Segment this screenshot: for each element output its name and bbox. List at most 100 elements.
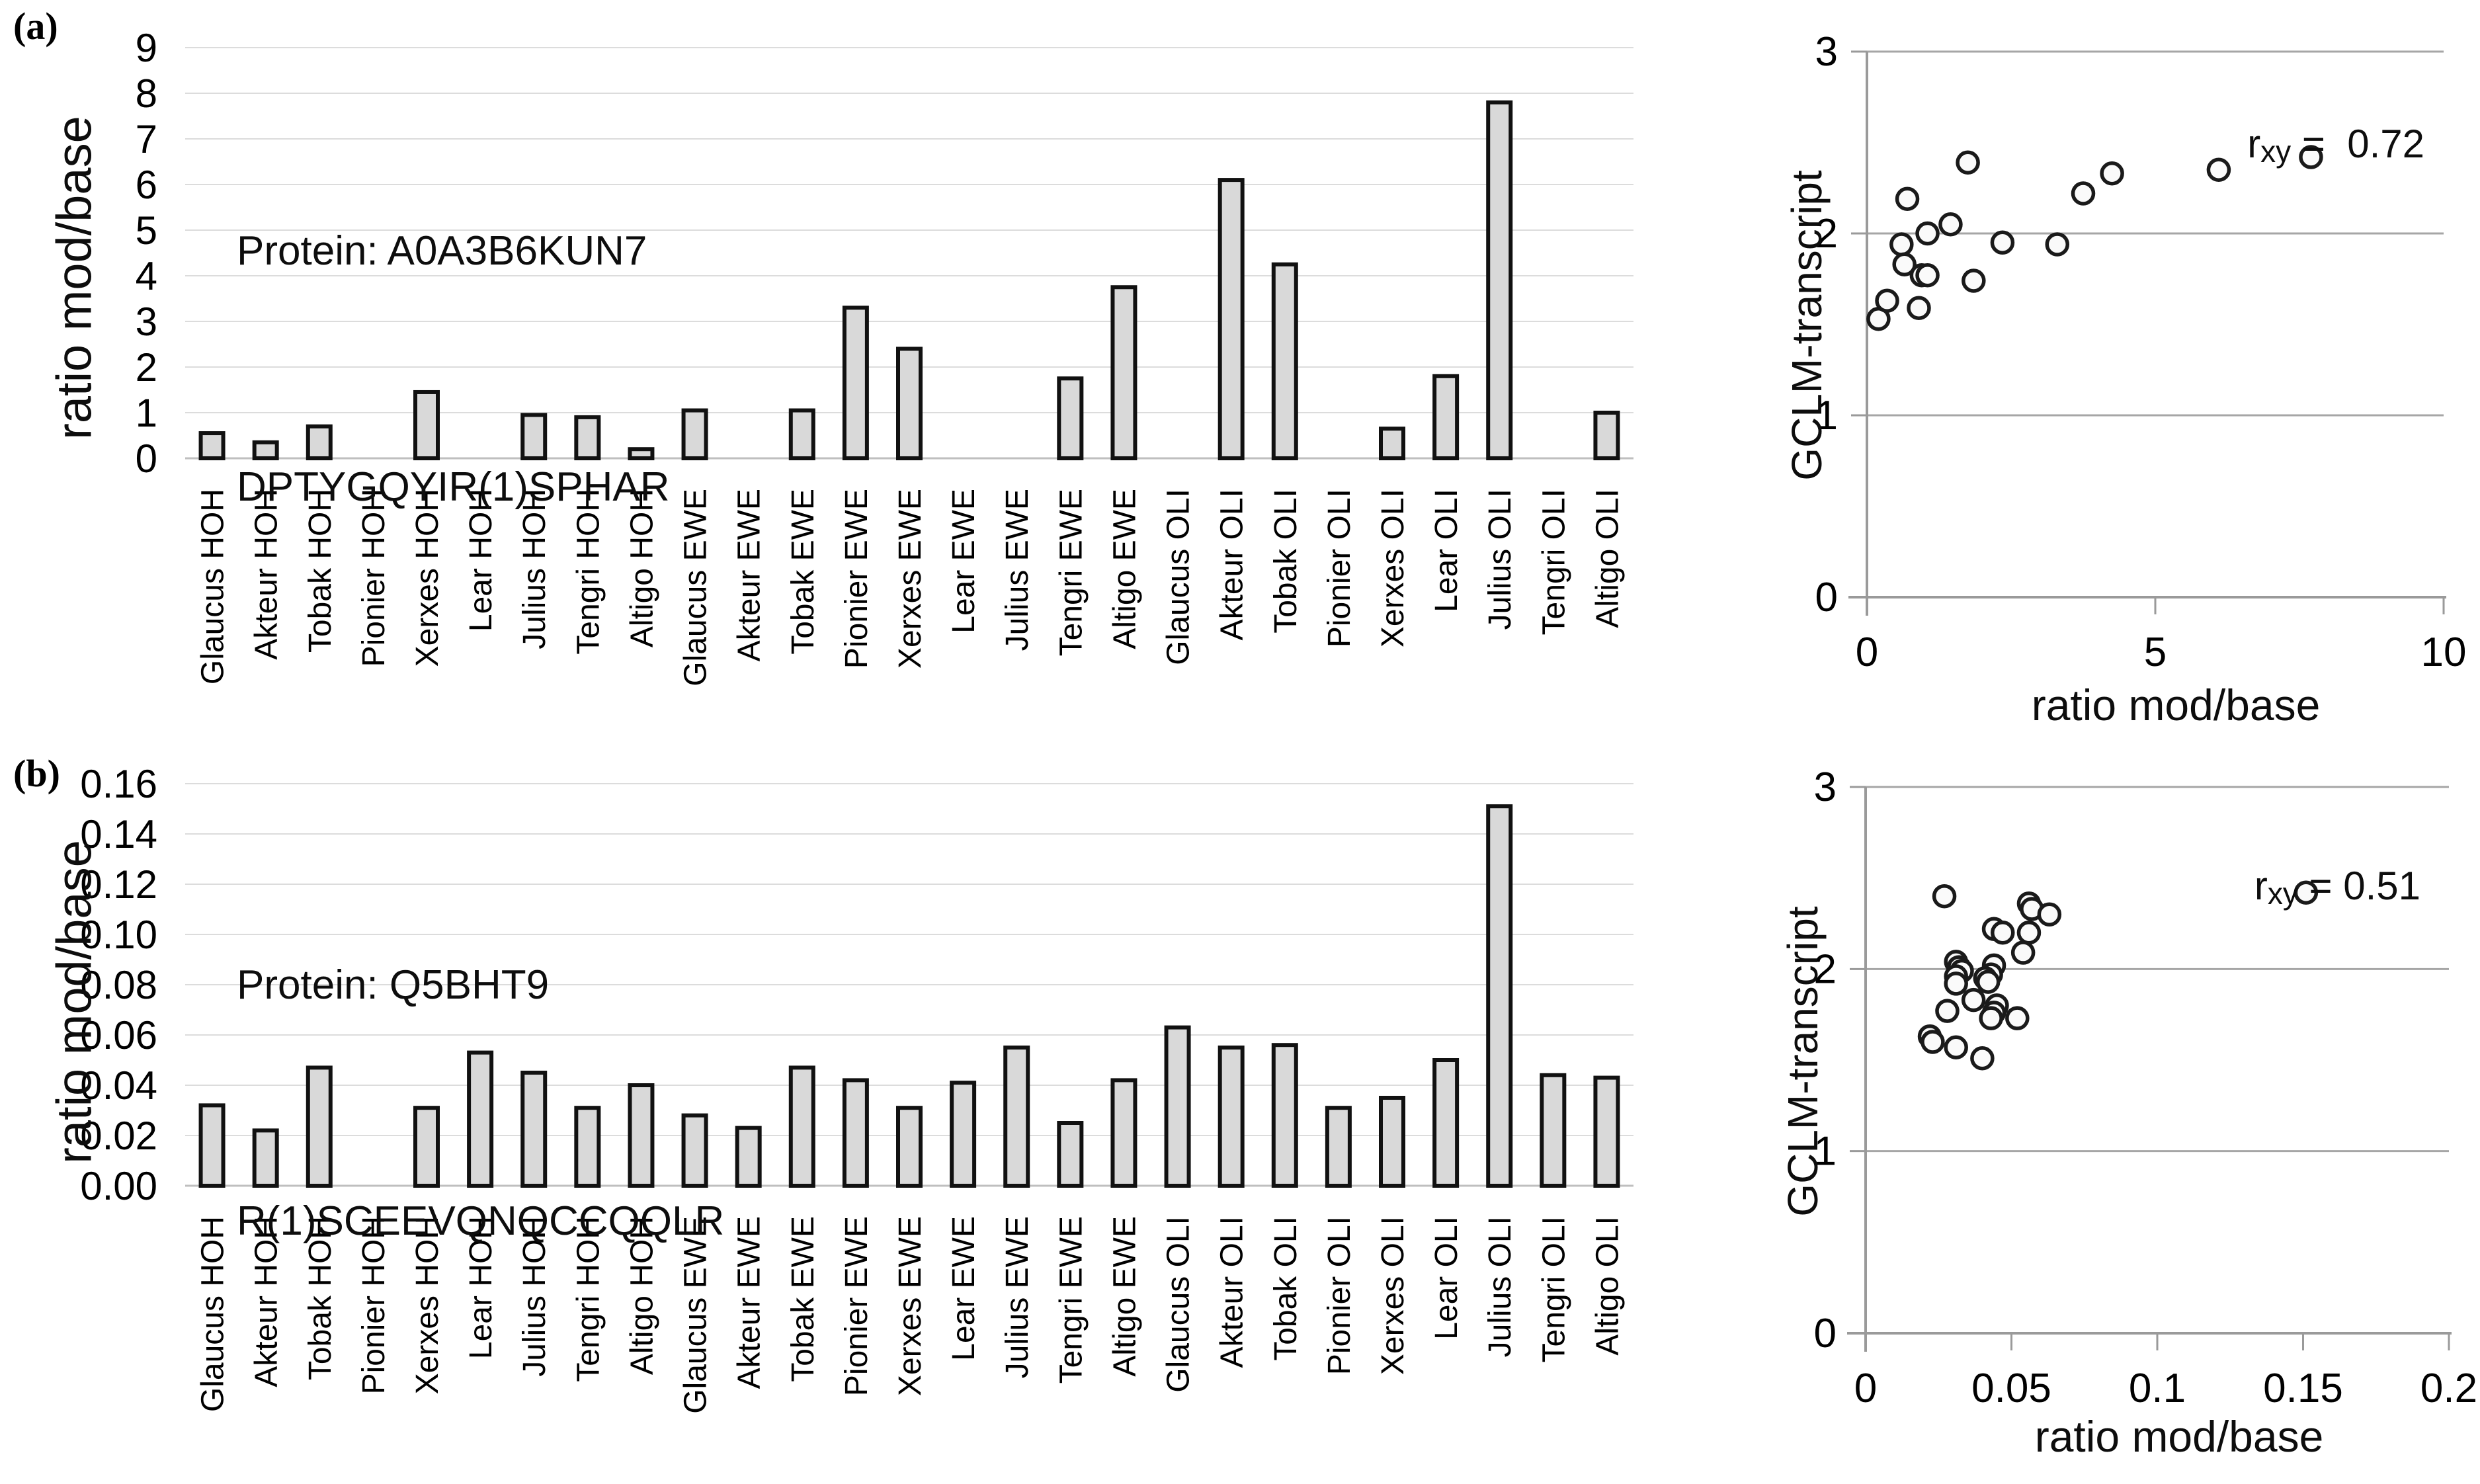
category-label: Julius HOH <box>517 1216 552 1377</box>
protein-annotation-a: Protein: A0A3B6KUN7 DPTYGQYIR(1)SPHAR <box>237 54 670 684</box>
category-label: Pionier OLI <box>1322 489 1357 647</box>
bar <box>681 1113 708 1188</box>
bar <box>1110 285 1137 460</box>
protein-id-b: Protein: Q5BHT9 <box>237 962 550 1008</box>
y-tick-label: 1 <box>136 391 157 435</box>
category-label: Glaucus EWE <box>679 1216 714 1414</box>
peptide-sequence-a: DPTYGQYIR(1)SPHAR <box>237 464 670 510</box>
category-label: Xerxes EWE <box>893 489 928 669</box>
bar <box>413 390 440 461</box>
y-tick-label: 0 <box>1814 1311 1837 1356</box>
scatter-point <box>2299 145 2323 169</box>
category-label: Lear HOH <box>464 1216 499 1359</box>
category-label: Akteur HOH <box>249 1216 284 1387</box>
category-label: Julius EWE <box>1000 489 1035 651</box>
y-tick-label: 6 <box>136 163 157 207</box>
category-label: Tengri OLI <box>1536 489 1571 635</box>
bar <box>681 408 708 460</box>
category-label: Tengri EWE <box>1054 489 1089 656</box>
scatter-point <box>2037 902 2062 927</box>
x-tick-label: 0.1 <box>2129 1366 2186 1411</box>
y-tick-label: 0 <box>136 436 157 481</box>
bar <box>788 408 815 460</box>
bar <box>1593 411 1620 460</box>
bar <box>950 1081 977 1188</box>
scatter-point <box>2045 232 2070 257</box>
scatter-point <box>1875 288 1899 313</box>
bar-b-y-axis-title: ratio mod/base <box>46 840 102 1164</box>
bar <box>1271 1043 1298 1188</box>
correlation-annotation-a: rxy = 0.72 <box>2204 75 2424 212</box>
category-label: Pionier EWE <box>839 1216 874 1396</box>
bar <box>413 1106 440 1188</box>
bar <box>628 1083 655 1188</box>
category-label: Lear OLI <box>1429 1216 1464 1340</box>
scatter-point <box>1944 971 1968 996</box>
category-label: Altigo EWE <box>1107 489 1142 649</box>
y-tick-label: 5 <box>136 208 157 253</box>
category-label: Tengri EWE <box>1054 1216 1089 1383</box>
bar <box>306 1065 333 1188</box>
scatter-a-y-axis-title: GCLM-transcript <box>1783 170 1831 481</box>
scatter-a-x-axis-title: ratio mod/base <box>2031 680 2321 729</box>
category-label: Altigo HOH <box>624 1216 659 1375</box>
category-label: Akteur HOH <box>249 489 284 660</box>
scatter-point <box>1935 999 1960 1023</box>
bar <box>520 1071 548 1188</box>
y-tick-label: 2 <box>136 345 157 390</box>
y-tick-label: 0.00 <box>80 1164 157 1208</box>
category-label: Glaucus HOH <box>196 489 231 684</box>
category-label: Tengri HOH <box>571 489 606 655</box>
scatter-point <box>1889 232 1914 257</box>
bar <box>896 1106 923 1188</box>
bar <box>1540 1073 1567 1188</box>
category-label: Tobak OLI <box>1268 489 1303 634</box>
x-tick-label: 0.05 <box>1971 1366 2051 1411</box>
category-label: Pionier HOH <box>356 489 392 667</box>
r-subscript: xy <box>2260 134 2292 169</box>
category-label: Xerxes HOH <box>410 1216 445 1394</box>
scatter-point <box>2100 161 2124 186</box>
y-tick-label: 3 <box>1814 764 1837 810</box>
scatter-point <box>1979 1006 2003 1030</box>
category-label: Xerxes OLI <box>1376 489 1411 647</box>
category-label: Tobak HOH <box>303 489 338 653</box>
category-label: Altigo OLI <box>1590 489 1625 628</box>
panel-a-marker: (a) <box>13 5 58 48</box>
category-label: Tengri OLI <box>1536 1216 1571 1362</box>
scatter-point <box>1938 212 1963 237</box>
category-label: Akteur OLI <box>1215 1216 1250 1368</box>
bar <box>1057 376 1084 460</box>
y-tick-label: 7 <box>136 117 157 161</box>
y-tick-label: 4 <box>136 254 157 298</box>
category-label: Akteur OLI <box>1215 489 1250 640</box>
category-label: Lear EWE <box>946 1216 981 1361</box>
y-tick-label: 0.14 <box>80 812 157 856</box>
bar <box>574 1106 601 1188</box>
category-label: Akteur EWE <box>732 1216 767 1389</box>
y-tick-label: 0.12 <box>80 862 157 907</box>
x-tick-label: 0.2 <box>2420 1366 2477 1411</box>
scatter-point <box>2206 157 2231 182</box>
category-label: Glaucus OLI <box>1161 489 1196 665</box>
scatter-point <box>1956 150 1980 175</box>
scatter-point <box>2071 181 2096 206</box>
r-value: = 0.51 <box>2297 864 2421 908</box>
r-value: = 0.72 <box>2291 122 2424 166</box>
category-label: Altigo EWE <box>1107 1216 1142 1377</box>
scatter-point <box>1975 969 2001 994</box>
bar <box>1003 1046 1030 1188</box>
category-label: Lear OLI <box>1429 489 1464 612</box>
category-label: Xerxes OLI <box>1376 1216 1411 1375</box>
category-label: Tobak EWE <box>786 489 821 655</box>
peptide-sequence-b: R(1)SCEEVQNQCCQQLR <box>237 1198 725 1244</box>
category-label: Glaucus OLI <box>1161 1216 1196 1393</box>
category-label: Altigo HOH <box>624 489 659 647</box>
y-tick-label: 1 <box>1814 1129 1837 1175</box>
category-label: Lear HOH <box>464 489 499 632</box>
y-tick-label: 0.02 <box>80 1114 157 1158</box>
category-label: Glaucus EWE <box>679 489 714 686</box>
category-label: Julius EWE <box>1000 1216 1035 1378</box>
bar <box>1057 1121 1084 1188</box>
scatter-point <box>1892 252 1917 276</box>
